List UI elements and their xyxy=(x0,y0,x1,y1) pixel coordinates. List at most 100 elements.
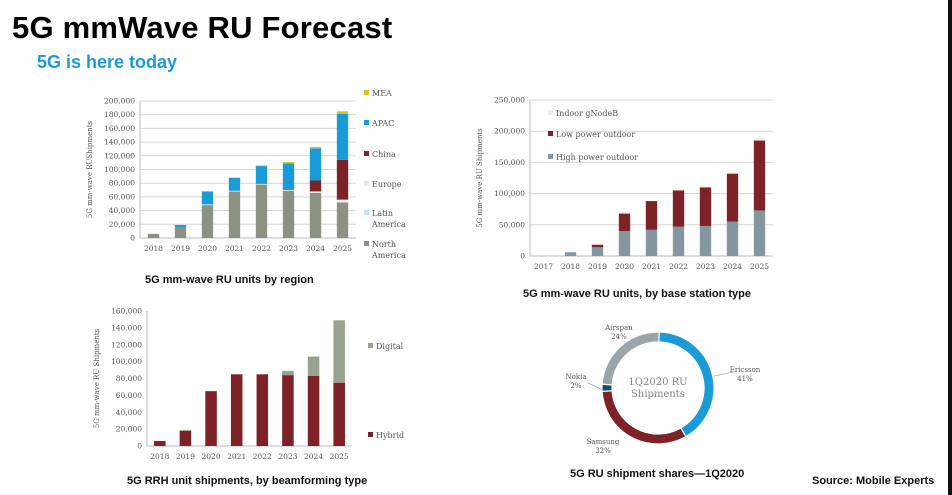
y-tick-label: 120,000 xyxy=(111,340,142,349)
bar-segment-low-power-outdoor xyxy=(699,187,712,227)
y-tick-label: 50,000 xyxy=(499,220,525,229)
y-tick-label: 80,000 xyxy=(116,374,142,383)
bar-segment-hybrid xyxy=(179,430,192,446)
legend-label: APAC xyxy=(371,119,394,128)
bar-segment-high-power-outdoor xyxy=(672,226,685,256)
y-tick-label: 140,000 xyxy=(104,138,135,147)
y-tick-label: 250,000 xyxy=(494,96,525,105)
x-tick-label: 2017 xyxy=(534,262,553,271)
y-tick-label: 40,000 xyxy=(109,206,135,215)
y-tick-label: 200,000 xyxy=(104,97,135,106)
y-tick-label: 140,000 xyxy=(111,323,142,332)
bar-segment-apac xyxy=(228,177,241,191)
bar-segment-high-power-outdoor xyxy=(564,252,577,256)
bar-segment-mea xyxy=(309,146,322,149)
legend-label: MEA xyxy=(372,89,392,98)
bar-segment-high-power-outdoor xyxy=(699,226,712,256)
bar-segment-china xyxy=(336,159,349,200)
legend-swatch xyxy=(364,181,369,186)
y-tick-label: 160,000 xyxy=(111,307,142,316)
donut-label-value: 2% xyxy=(570,382,581,390)
bar-segment-north-america xyxy=(282,190,295,238)
legend-swatch xyxy=(364,120,369,125)
bar-segment-indoor-gnodeb xyxy=(753,138,766,141)
bar-segment-high-power-outdoor xyxy=(618,231,631,256)
legend-label: High power outdoor xyxy=(556,153,638,162)
y-tick-label: 0 xyxy=(137,442,142,451)
bar-segment-indoor-gnodeb xyxy=(699,186,712,188)
bar-segment-china xyxy=(309,180,322,192)
x-tick-label: 2023 xyxy=(696,262,715,271)
leader-line xyxy=(587,382,604,391)
bar-segment-hybrid xyxy=(282,375,294,446)
legend-label: America xyxy=(371,251,406,260)
legend-swatch xyxy=(548,154,553,159)
x-tick-label: 2024 xyxy=(306,244,325,253)
bar-segment-low-power-outdoor xyxy=(618,213,631,232)
y-tick-label: 150,000 xyxy=(494,158,525,167)
x-tick-label: 2018 xyxy=(150,452,169,461)
bar-segment-north-america xyxy=(309,192,322,238)
bar-segment-hybrid xyxy=(307,375,320,446)
bar-segment-hybrid xyxy=(256,374,269,446)
y-tick-label: 200,000 xyxy=(494,127,525,136)
y-tick-label: 180,000 xyxy=(104,110,135,119)
legend-label: Indoor gNodeB xyxy=(556,109,618,118)
bar-segment-north-america xyxy=(201,205,214,238)
x-tick-label: 2022 xyxy=(669,262,688,271)
chart-by-base-station: 5G mm-wave RU units, by base station typ… xyxy=(476,96,773,300)
bar-segment-digital xyxy=(307,356,320,376)
y-tick-label: 20,000 xyxy=(109,220,135,229)
legend-swatch xyxy=(364,210,369,215)
bar-segment-low-power-outdoor xyxy=(591,244,604,248)
legend-swatch xyxy=(364,241,369,246)
bar-segment-north-america xyxy=(255,184,268,238)
bar-segment-apac xyxy=(282,163,295,191)
x-tick-label: 2021 xyxy=(227,452,246,461)
x-tick-label: 2021 xyxy=(225,244,244,253)
bar-segment-north-america xyxy=(174,227,187,238)
bar-segment-europe xyxy=(309,191,322,193)
bar-segment-mea xyxy=(255,165,268,167)
bar-segment-low-power-outdoor xyxy=(726,173,739,222)
legend-label: America xyxy=(371,220,406,229)
y-tick-label: 120,000 xyxy=(104,151,135,160)
x-tick-label: 2024 xyxy=(304,452,323,461)
bar-segment-hybrid xyxy=(154,440,166,446)
x-tick-label: 2025 xyxy=(333,244,352,253)
legend-swatch xyxy=(548,131,553,136)
bar-segment-indoor-gnodeb xyxy=(672,189,685,191)
x-tick-label: 2023 xyxy=(278,452,297,461)
bar-segment-mea xyxy=(282,161,295,164)
bar-segment-hybrid xyxy=(230,374,243,446)
legend-swatch xyxy=(364,151,369,156)
chart-by-beamforming-caption: 5G RRH unit shipments, by beamforming ty… xyxy=(127,475,367,487)
x-tick-label: 2021 xyxy=(642,262,661,271)
y-axis-label: 5G mm-wave RUShipments xyxy=(86,120,94,218)
y-axis-label: 5G mm-wave RU Shipments xyxy=(476,128,484,228)
leader-line xyxy=(713,371,735,377)
legend-swatch xyxy=(368,432,373,437)
donut-center-label: 1Q2020 RU xyxy=(628,377,687,388)
y-tick-label: 100,000 xyxy=(494,189,525,198)
bar-segment-europe xyxy=(255,183,268,185)
bar-segment-digital xyxy=(282,370,294,376)
x-tick-label: 2018 xyxy=(561,262,580,271)
y-tick-label: 40,000 xyxy=(116,408,142,417)
bar-segment-europe xyxy=(336,199,349,203)
donut-label-name: Ericsson xyxy=(730,366,761,374)
bar-segment-high-power-outdoor xyxy=(726,221,739,256)
legend-swatch xyxy=(548,110,553,115)
legend-label: Hybrid xyxy=(376,431,404,440)
legend-label: Low power outdoor xyxy=(556,130,635,139)
x-tick-label: 2020 xyxy=(198,244,217,253)
bar-segment-digital xyxy=(333,320,345,383)
legend-label: Europe xyxy=(372,180,402,189)
x-tick-label: 2019 xyxy=(588,262,607,271)
slide-right-border xyxy=(948,0,952,495)
donut-label-value: 32% xyxy=(595,447,611,455)
bar-segment-high-power-outdoor xyxy=(753,210,766,256)
donut-label-value: 24% xyxy=(611,333,627,341)
source-note: Source: Mobile Experts xyxy=(812,475,935,487)
